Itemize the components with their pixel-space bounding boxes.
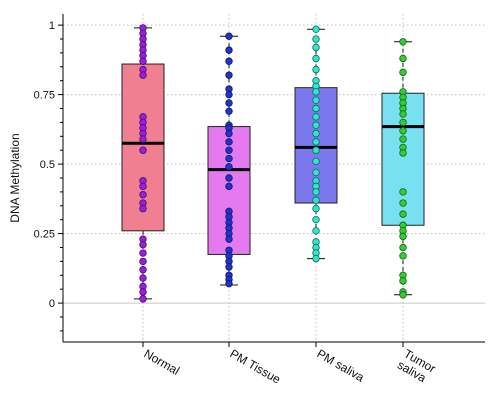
data-point — [225, 182, 233, 191]
data-point — [399, 54, 407, 63]
data-point — [139, 182, 147, 191]
data-point — [225, 129, 233, 138]
data-point — [312, 129, 320, 138]
data-point — [225, 154, 233, 163]
x-tick-label-line: PM saliva — [315, 346, 367, 384]
data-point — [139, 249, 147, 257]
x-tick-label-line: PM Tissue — [228, 346, 284, 386]
data-point — [312, 54, 320, 63]
data-point — [225, 279, 233, 288]
y-tick-label: 0.25 — [34, 229, 55, 241]
x-tick-label: PM Tissue — [228, 346, 284, 386]
data-point — [312, 25, 320, 33]
data-point — [225, 57, 233, 65]
data-point — [139, 146, 147, 154]
data-point — [312, 146, 320, 154]
data-point — [399, 135, 407, 143]
data-point — [139, 71, 147, 79]
data-point — [399, 149, 407, 157]
data-point — [399, 127, 407, 135]
x-tick-label: Normal — [142, 346, 182, 377]
x-tick-label: PM saliva — [315, 346, 367, 384]
data-point — [225, 174, 233, 182]
y-tick-label: 0.5 — [40, 159, 55, 171]
data-point — [312, 168, 320, 177]
data-point — [399, 243, 407, 252]
data-point — [225, 146, 233, 154]
data-point — [399, 188, 407, 196]
y-tick-label: 0 — [49, 298, 55, 310]
data-point — [139, 190, 147, 199]
point-layer — [139, 24, 407, 303]
data-point — [399, 118, 407, 127]
data-point — [312, 113, 320, 121]
data-point — [312, 157, 320, 166]
data-point — [139, 288, 147, 296]
data-point — [225, 107, 233, 115]
data-point — [225, 71, 233, 79]
data-point — [139, 266, 147, 274]
box-layer — [121, 27, 425, 300]
data-point — [312, 196, 320, 204]
data-point — [225, 46, 233, 54]
data-point — [399, 199, 407, 207]
data-point — [312, 254, 320, 263]
data-point — [399, 68, 407, 77]
data-point — [312, 204, 320, 213]
data-point — [399, 291, 407, 299]
data-point — [399, 277, 407, 285]
data-point — [399, 232, 407, 241]
data-point — [399, 252, 407, 260]
data-point — [139, 241, 147, 249]
y-axis-title: DNA Methylation — [8, 133, 22, 222]
data-point — [139, 135, 147, 143]
y-tick-label: 1 — [49, 20, 55, 32]
data-point — [312, 96, 320, 104]
data-point — [225, 99, 233, 107]
data-point — [139, 257, 147, 266]
data-point — [312, 65, 320, 74]
data-point — [312, 35, 320, 43]
data-point — [399, 38, 407, 46]
data-point — [312, 138, 320, 146]
data-point — [139, 274, 147, 282]
data-point — [399, 210, 407, 218]
data-point — [225, 138, 233, 146]
data-point — [312, 121, 320, 129]
data-point — [312, 88, 320, 96]
data-point — [399, 110, 407, 118]
data-point — [225, 90, 233, 99]
data-point — [312, 215, 320, 224]
data-point — [312, 227, 320, 235]
data-point — [225, 263, 233, 271]
data-point — [139, 57, 147, 65]
data-point — [312, 104, 320, 113]
x-tick-label-line: Normal — [142, 346, 182, 377]
data-point — [225, 235, 233, 243]
x-tick-label: Tumorsaliva — [395, 346, 438, 386]
data-point — [225, 163, 233, 171]
data-point — [312, 188, 320, 196]
data-point — [139, 295, 147, 303]
data-point — [312, 43, 320, 52]
data-point — [139, 204, 147, 213]
y-tick-label: 0.75 — [34, 90, 55, 102]
data-point — [225, 32, 233, 40]
